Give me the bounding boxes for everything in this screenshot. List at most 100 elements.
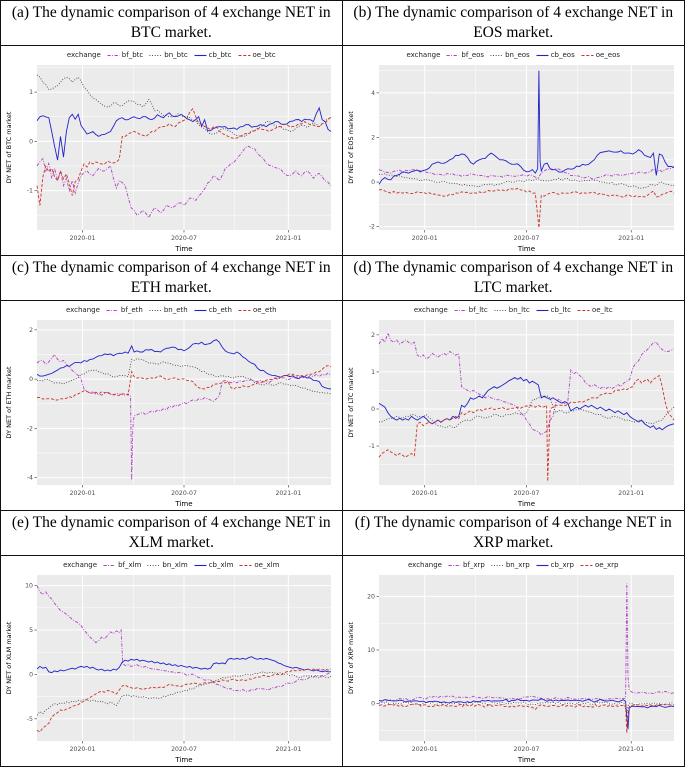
panel-f-title: (f) The dynamic comparison of 4 exchange… [342,511,684,556]
legend-item-bn: bn_btc [149,51,188,59]
svg-text:-4: -4 [27,475,33,482]
legend-label: bf_ltc [468,306,488,314]
svg-text:2020-07: 2020-07 [171,746,197,753]
panel-b-chart: exchange bf_eos bn_eos cb_eos oe_eos -2 0… [342,46,684,256]
line-key-icon [106,307,119,314]
legend-title: exchange [407,561,442,569]
svg-text:0: 0 [29,138,33,145]
legend-label: bn_ltc [508,306,530,314]
legend-item-bf: bf_ltc [454,306,488,314]
plot-area-ltc: -1 0 1 2 2020-01 2020-07 2021-01 Time DY NET of … [346,316,682,509]
legend-label: bn_xrp [505,561,530,569]
legend-label: cb_eos [550,51,575,59]
legend-e: exchange bf_xlm bn_xlm cb_xlm oe_xlm [4,559,339,571]
legend-title: exchange [413,306,448,314]
svg-text:2: 2 [371,134,375,141]
plot-area-xlm: -5 0 5 10 2020-01 2020-07 2021-01 Time DY NET of… [4,571,339,765]
legend-label: bn_eth [163,306,188,314]
legend-item-bf: bf_btc [107,51,143,59]
legend-label: oe_eos [595,51,621,59]
legend-label: oe_eth [252,306,277,314]
legend-item-bn: bn_ltc [494,306,530,314]
line-key-icon [581,52,594,59]
line-key-icon [494,307,507,314]
legend-item-bf: bf_xrp [448,561,485,569]
svg-text:0: 0 [371,179,375,186]
svg-text:1: 1 [371,369,375,376]
svg-text:Time: Time [516,500,534,508]
legend-item-bn: bn_xlm [147,561,188,569]
legend-item-bn: bn_eth [149,306,188,314]
plot-area-eos: -2 0 2 4 2020-01 2020-07 2021-01 Time DY NET of … [346,61,682,254]
legend-label: oe_ltc [592,306,613,314]
svg-text:DY NET of EOS market: DY NET of EOS market [347,111,355,184]
svg-text:2020-07: 2020-07 [171,490,197,497]
line-key-icon [147,562,160,569]
svg-text:DY NET of LTC market: DY NET of LTC market [347,367,355,437]
legend-label: cb_ltc [550,306,572,314]
panel-c-title-text: (c) The dynamic comparison of 4 exchange… [11,258,331,296]
line-key-icon [536,562,549,569]
line-key-icon [536,52,549,59]
legend-label: bf_xlm [118,561,142,569]
line-key-icon [239,562,252,569]
legend-label: bn_btc [164,51,188,59]
line-key-icon [194,52,207,59]
line-key-icon [448,562,461,569]
svg-text:2021-01: 2021-01 [275,746,301,753]
line-key-icon [103,562,116,569]
line-key-icon [149,307,162,314]
svg-text:2021-01: 2021-01 [275,235,301,242]
panel-a-title-text: (a) The dynamic comparison of 4 exchange… [11,3,331,41]
svg-text:Time: Time [516,245,534,253]
legend-item-oe: oe_xrp [580,561,619,569]
svg-text:DY NET of ETH market: DY NET of ETH market [5,366,13,439]
line-key-icon [446,52,459,59]
svg-text:10: 10 [367,647,375,654]
legend-label: bn_eos [505,51,530,59]
legend-item-bn: bn_xrp [491,561,530,569]
panel-d-chart: exchange bf_ltc bn_ltc cb_ltc oe_ltc -1 0… [342,301,684,511]
legend-f: exchange bf_xrp bn_xrp cb_xrp oe_xrp [346,559,682,571]
panel-a-chart: exchange bf_btc bn_btc cb_btc oe_btc -1 0… [1,46,343,256]
panel-e-title-text: (e) The dynamic comparison of 4 exchange… [11,513,331,551]
plot-area-eth: -4 -2 0 2 2020-01 2020-07 2021-01 Time DY NET of… [4,316,339,509]
plot-area-btc: -1 0 1 2020-01 2020-07 2021-01 Time DY NET of B… [4,61,339,254]
line-key-icon [454,307,467,314]
panel-d-title-text: (d) The dynamic comparison of 4 exchange… [353,258,674,296]
legend-item-cb: cb_eos [536,51,575,59]
panel-f-chart: exchange bf_xrp bn_xrp cb_xrp oe_xrp 0 10… [342,556,684,766]
line-key-icon [536,307,549,314]
svg-text:2: 2 [371,332,375,339]
legend-label: cb_xlm [208,561,234,569]
svg-text:Time: Time [516,756,534,764]
legend-item-bf: bf_eth [106,306,143,314]
line-key-icon [491,562,504,569]
legend-item-oe: oe_btc [238,51,276,59]
svg-text:Time: Time [174,245,192,253]
legend-d: exchange bf_ltc bn_ltc cb_ltc oe_ltc [346,304,682,316]
legend-title: exchange [66,51,101,59]
legend-item-cb: cb_xrp [536,561,574,569]
panel-b-title: (b) The dynamic comparison of 4 exchange… [342,1,684,46]
svg-text:2020-01: 2020-01 [70,746,96,753]
svg-text:2020-07: 2020-07 [513,235,539,242]
legend-item-cb: cb_xlm [194,561,234,569]
svg-text:DY NET of XLM market: DY NET of XLM market [5,621,13,694]
legend-item-bn: bn_eos [490,51,530,59]
legend-a: exchange bf_btc bn_btc cb_btc oe_btc [4,49,339,61]
svg-text:20: 20 [367,593,375,600]
panel-c-chart: exchange bf_eth bn_eth cb_eth oe_eth -4-… [1,301,343,511]
legend-item-oe: oe_ltc [577,306,613,314]
panel-e-title: (e) The dynamic comparison of 4 exchange… [1,511,343,556]
panel-d-title: (d) The dynamic comparison of 4 exchange… [342,256,684,301]
legend-label: cb_btc [208,51,232,59]
legend-title: exchange [65,306,100,314]
line-key-icon [238,307,251,314]
svg-text:0: 0 [371,701,375,708]
legend-label: oe_xrp [594,561,619,569]
svg-text:2020-07: 2020-07 [513,746,539,753]
svg-text:0: 0 [371,406,375,413]
plot-area-xrp: 0 10 20 2020-01 2020-07 2021-01 Time DY NET of … [346,571,682,765]
